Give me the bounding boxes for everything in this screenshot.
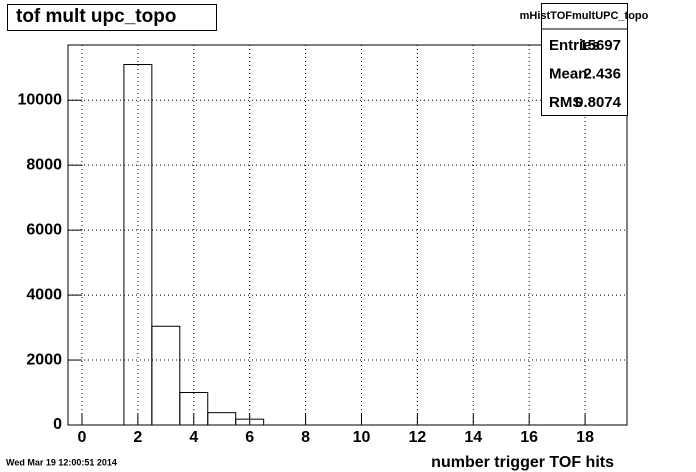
stats-label: Entries (549, 37, 600, 54)
x-axis-label: number trigger TOF hits (431, 454, 614, 471)
timestamp: Wed Mar 19 12:00:51 2014 (6, 457, 117, 467)
plot-frame-border (67, 44, 628, 426)
stats-label: RMS (549, 94, 582, 111)
stats-name: mHistTOFmultUPC_topo (520, 10, 649, 22)
stats-value: 0.8074 (575, 94, 622, 111)
y-tick-label: 2000 (26, 351, 62, 368)
y-tick-label: 10000 (18, 91, 63, 108)
x-tick-label: 16 (520, 429, 538, 446)
stats-label: Mean (549, 65, 587, 82)
x-tick-label: 12 (408, 429, 426, 446)
chart-title: tof mult upc_topo (16, 6, 176, 27)
x-tick-label: 2 (133, 429, 142, 446)
stats-value: 2.436 (583, 65, 621, 82)
x-tick-label: 8 (301, 429, 310, 446)
stats-value: 15697 (579, 37, 621, 54)
x-tick-label: 10 (353, 429, 371, 446)
y-tick-label: 8000 (26, 156, 62, 173)
y-tick-label: 4000 (26, 286, 62, 303)
x-tick-label: 0 (78, 429, 87, 446)
y-tick-label: 0 (53, 416, 62, 433)
y-tick-label: 6000 (26, 221, 62, 238)
x-tick-label: 6 (245, 429, 254, 446)
x-tick-label: 4 (189, 429, 198, 446)
x-tick-label: 18 (576, 429, 594, 446)
title-box (7, 4, 217, 31)
x-tick-label: 14 (464, 429, 482, 446)
stats-box (541, 3, 628, 116)
